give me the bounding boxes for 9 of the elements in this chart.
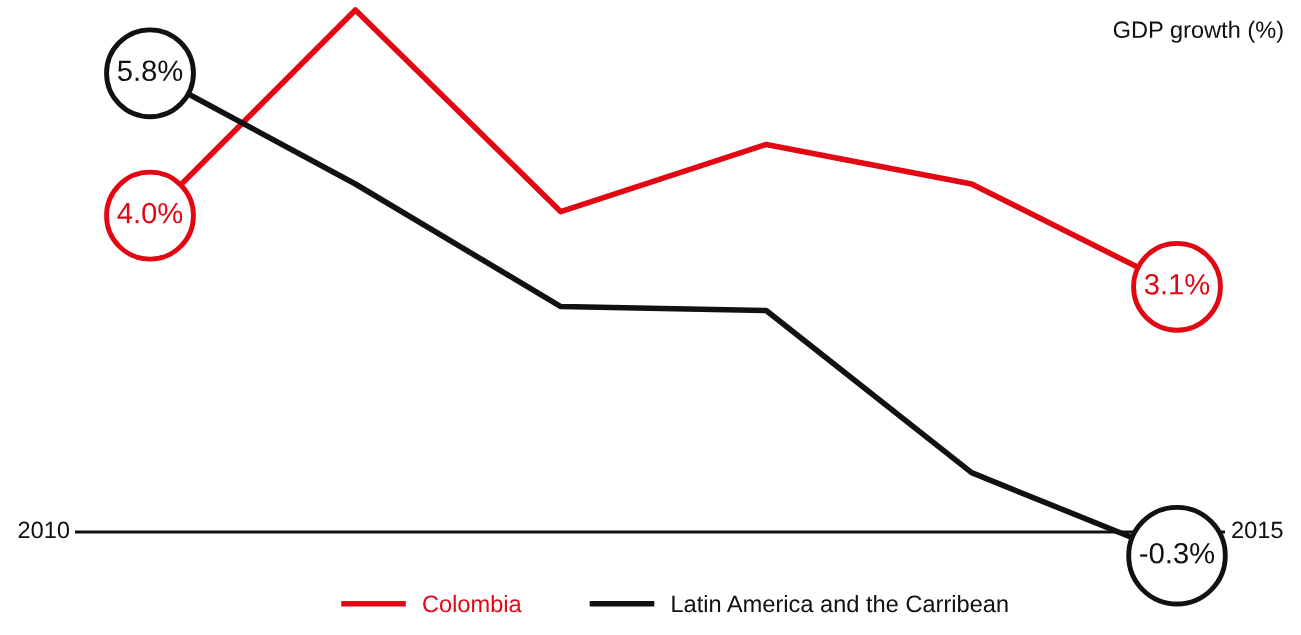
legend-label: Colombia [423,594,522,613]
legend-label: Latin America and the Carribean [672,594,1008,613]
data-label: 4.0% [117,202,183,224]
data-label: 5.8% [117,60,183,82]
data-label: 3.1% [1144,273,1210,295]
text: 2010 [18,521,70,539]
text: 2015 [1232,521,1283,539]
annotation: GDP growth (%) [1113,20,1283,43]
data-label: -0.3% [1140,542,1215,564]
